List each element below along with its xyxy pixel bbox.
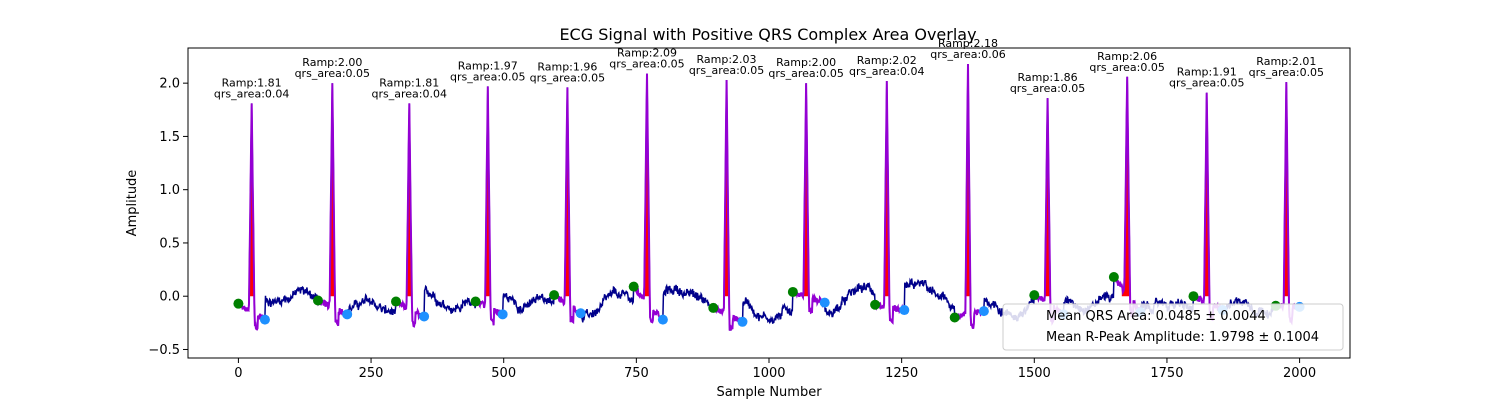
qrs-area-label: qrs_area:0.04 [372, 87, 447, 100]
qrs-area-label: qrs_area:0.05 [768, 67, 843, 80]
qrs-onset-marker [390, 296, 401, 307]
qrs-onset-marker [233, 298, 244, 309]
qrs-area-label: qrs_area:0.05 [609, 58, 684, 71]
x-tick-label: 1750 [1150, 366, 1183, 381]
qrs-offset-marker [259, 314, 270, 325]
r-amp-label: Ramp:2.01 [1256, 55, 1316, 68]
x-tick-label: 0 [234, 366, 242, 381]
r-amp-label: Ramp:2.00 [776, 56, 836, 69]
qrs-area-label: qrs_area:0.05 [295, 67, 370, 80]
y-tick-label: 1.0 [159, 183, 180, 198]
x-tick-label: 750 [624, 366, 649, 381]
qrs-offset-marker [575, 308, 586, 319]
qrs-area-fill [482, 86, 494, 297]
r-amp-label: Ramp:2.06 [1097, 50, 1157, 63]
qrs-offset-marker [657, 314, 668, 325]
y-tick-label: −0.5 [148, 343, 180, 358]
qrs-area-fill [1042, 98, 1053, 297]
y-tick-label: 1.5 [159, 130, 180, 145]
r-amp-label: Ramp:2.00 [302, 56, 362, 69]
legend-item-mean-r-peak-amplitude: Mean R-Peak Amplitude: 1.9798 ± 0.1004 [1046, 330, 1319, 345]
qrs-onset-marker [549, 290, 560, 301]
qrs-area-label: qrs_area:0.05 [1010, 82, 1085, 95]
qrs-offset-marker [978, 306, 989, 317]
qrs-segment-line [633, 73, 664, 324]
x-tick-label: 500 [491, 366, 516, 381]
qrs-area-label: qrs_area:0.04 [849, 65, 924, 78]
r-amp-label: Ramp:1.81 [222, 76, 282, 89]
qrs-area-fill [800, 83, 812, 297]
qrs-area-label: qrs_area:0.06 [930, 48, 1005, 61]
qrs-area-label: qrs_area:0.05 [689, 64, 764, 77]
qrs-area-label: qrs_area:0.05 [450, 70, 525, 83]
qrs-onset-marker [708, 302, 719, 313]
qrs-onset-marker [949, 312, 960, 323]
y-tick-label: 0.0 [159, 290, 180, 305]
r-amp-label: Ramp:1.97 [458, 59, 518, 72]
qrs-area-fill [1121, 76, 1133, 297]
qrs-offset-marker [342, 309, 353, 320]
qrs-onset-marker [1029, 290, 1040, 301]
r-amp-label: Ramp:2.02 [857, 54, 917, 67]
legend-box [1002, 303, 1344, 351]
qrs-onset-marker [787, 286, 798, 297]
qrs-area-fill [327, 83, 338, 297]
x-tick-label: 250 [359, 366, 384, 381]
r-amp-label: Ramp:2.03 [697, 53, 757, 66]
qrs-onset-marker [1188, 291, 1199, 302]
qrs-onset-marker [470, 296, 481, 307]
x-tick-label: 1500 [1018, 366, 1051, 381]
qrs-segment-line [791, 83, 826, 315]
qrs-offset-marker [497, 309, 508, 320]
r-amp-label: Ramp:2.18 [938, 37, 998, 50]
y-tick-label: 0.5 [159, 236, 180, 251]
x-tick-label: 1000 [752, 366, 785, 381]
qrs-onset-marker [628, 281, 639, 292]
qrs-area-fill [1201, 92, 1212, 297]
legend-item-mean-qrs-area: Mean QRS Area: 0.0485 ± 0.0044 [1046, 309, 1266, 324]
qrs-area-fill [641, 73, 653, 297]
qrs-offset-marker [899, 305, 910, 316]
qrs-area-label: qrs_area:0.05 [530, 71, 605, 84]
qrs-area-fill [881, 81, 893, 297]
qrs-offset-marker [819, 297, 830, 308]
qrs-onset-marker [1108, 272, 1119, 283]
qrs-area-fill [562, 87, 573, 297]
qrs-area-label: qrs_area:0.05 [1169, 77, 1244, 90]
qrs-area-fill [404, 103, 415, 297]
x-axis-label: Sample Number [716, 385, 822, 400]
qrs-onset-marker [870, 299, 881, 310]
qrs-area-fill [1281, 82, 1292, 297]
r-amp-label: Ramp:1.81 [379, 76, 439, 89]
y-tick-label: 2.0 [159, 77, 180, 92]
legend: Mean QRS Area: 0.0485 ± 0.0044 Mean R-Pe… [1002, 303, 1344, 351]
qrs-area-label: qrs_area:0.04 [214, 87, 289, 100]
qrs-offset-marker [737, 316, 748, 327]
r-amp-label: Ramp:1.91 [1177, 66, 1237, 79]
x-tick-label: 2000 [1283, 366, 1316, 381]
y-axis-label: Amplitude [125, 170, 140, 237]
r-amp-label: Ramp:1.96 [537, 60, 597, 73]
qrs-area-fill [962, 64, 974, 297]
qrs-area-fill [721, 80, 732, 297]
qrs-area-label: qrs_area:0.05 [1249, 66, 1324, 79]
x-tick-label: 1250 [885, 366, 918, 381]
chart-title: ECG Signal with Positive QRS Complex Are… [559, 25, 976, 44]
qrs-area-label: qrs_area:0.05 [1089, 61, 1164, 74]
r-amp-label: Ramp:1.86 [1018, 71, 1078, 84]
qrs-onset-marker [312, 295, 323, 306]
r-amp-label: Ramp:2.09 [617, 47, 677, 60]
qrs-area-fill [246, 103, 257, 297]
qrs-offset-marker [419, 311, 430, 322]
